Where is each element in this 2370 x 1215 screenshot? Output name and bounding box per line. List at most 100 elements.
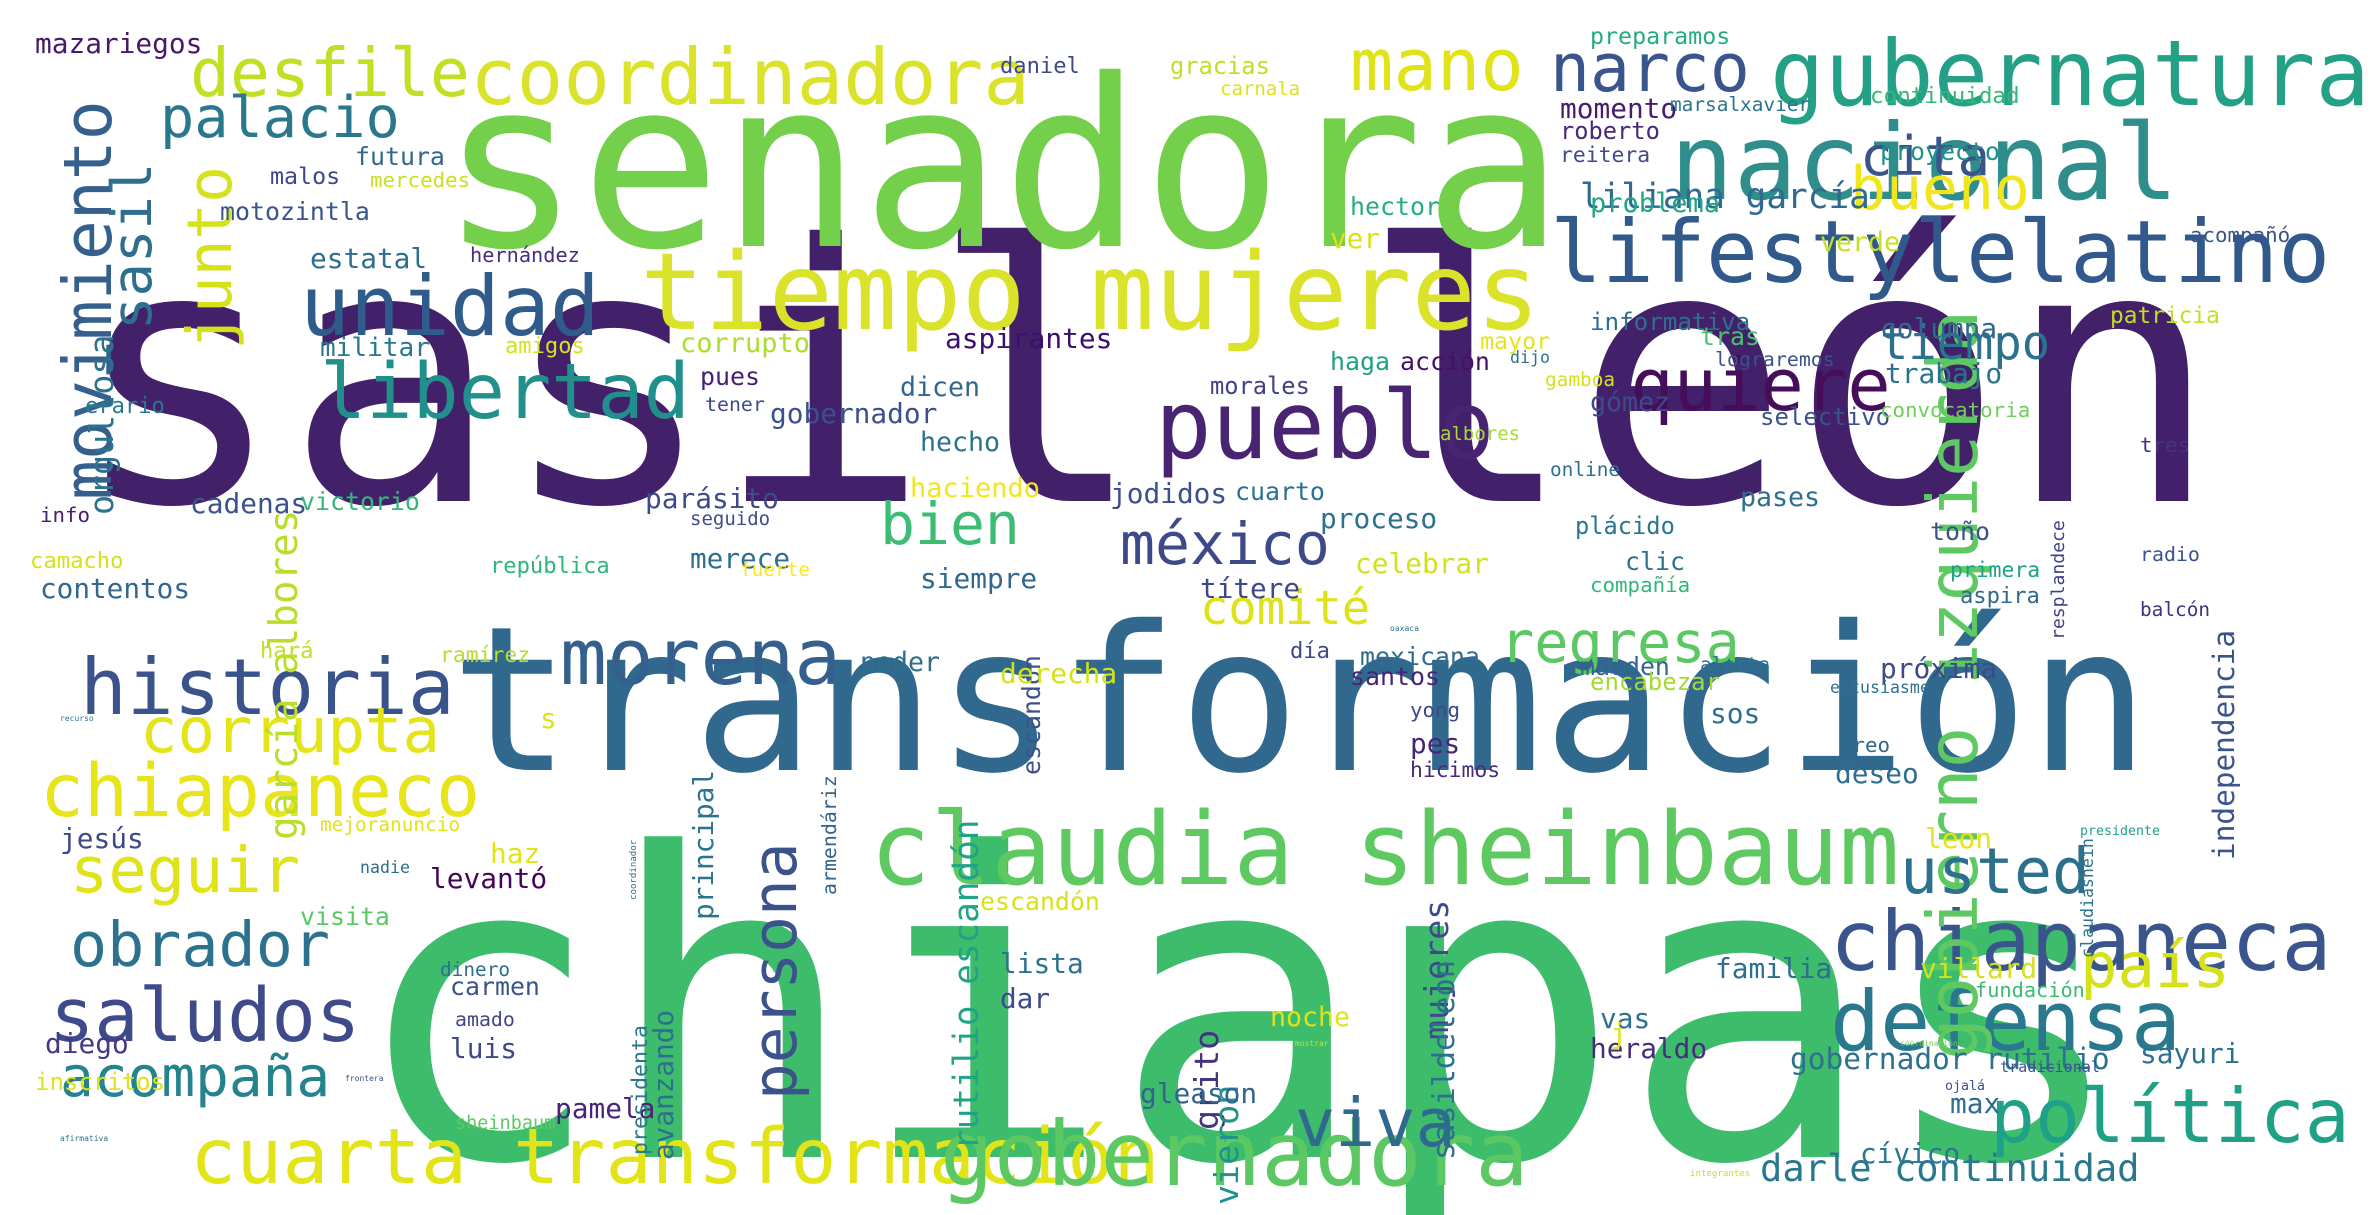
word-frontera: frontera bbox=[345, 1074, 384, 1083]
word-corrupta: corrupta bbox=[140, 694, 441, 767]
word-haz: haz bbox=[490, 837, 541, 870]
word-ramirez: ramírez bbox=[440, 643, 531, 668]
word-s: s bbox=[540, 702, 557, 735]
word-noche: noche bbox=[1270, 1002, 1351, 1033]
word-historia: historia bbox=[80, 643, 455, 733]
word-deseo: deseo bbox=[1835, 757, 1919, 790]
word-erario: erario bbox=[85, 393, 165, 419]
word-hector: hector bbox=[1350, 192, 1440, 221]
word-sheinbaum: sheinbaum bbox=[455, 1113, 556, 1134]
word-info: info bbox=[40, 503, 91, 527]
word-jodidos: jodidos bbox=[1110, 477, 1228, 510]
word-unidad: unidad bbox=[300, 258, 600, 355]
word-creo: creo bbox=[1840, 733, 1891, 757]
word-hara: hará bbox=[260, 638, 314, 664]
word-claudia-sheinbaum: claudia sheinbaum bbox=[870, 791, 1900, 908]
word-pases: pases bbox=[1740, 482, 1821, 513]
word-sayuri: sayuri bbox=[2140, 1037, 2241, 1070]
word-gobierno-izquierda: gobierno izquierda bbox=[1914, 310, 1994, 1060]
word-proceso: proceso bbox=[1320, 502, 1438, 535]
word-selectivo: selectivo bbox=[1760, 403, 1891, 431]
word-tres: tres bbox=[2140, 433, 2191, 457]
word-trabajo: trabajo bbox=[1885, 357, 2003, 390]
word-sasil: sasil bbox=[100, 162, 165, 330]
word-albores: albores bbox=[1440, 423, 1521, 445]
word-avanzando: avanzando bbox=[647, 1009, 680, 1160]
word-heraldo: heraldo bbox=[1590, 1032, 1708, 1065]
word-alerta: alerta bbox=[1700, 653, 1771, 676]
word-viva: viva bbox=[1295, 1084, 1456, 1162]
word-coordinadora: coordinadora bbox=[470, 33, 1030, 123]
word-poder: poder bbox=[860, 647, 941, 678]
word-futura: futura bbox=[355, 142, 445, 171]
word-gubernatura: gubernatura bbox=[1770, 22, 2370, 127]
word-ver: ver bbox=[1330, 222, 1381, 255]
word-patricia: patricia bbox=[2110, 303, 2220, 329]
word-armendariz: armendáriz bbox=[818, 775, 841, 895]
word-gamboa: gamboa bbox=[1545, 368, 1616, 391]
word-compania: compañía bbox=[1590, 573, 1691, 597]
word-mercedes: mercedes bbox=[370, 168, 471, 192]
word-columna: columna bbox=[1880, 312, 1998, 345]
word-palacio: palacio bbox=[160, 85, 400, 151]
word-ojala: ojalá bbox=[1945, 1079, 1986, 1094]
word-leon: leon bbox=[1925, 822, 1992, 855]
word-gobernadora: gobernadora bbox=[940, 1102, 1529, 1206]
word-junto: junto bbox=[175, 166, 246, 350]
word-morales: morales bbox=[1210, 372, 1310, 400]
word-villard: villard bbox=[1920, 952, 2038, 985]
word-estatal: estatal bbox=[310, 242, 428, 275]
word-inscritos: inscritos bbox=[35, 1068, 166, 1096]
word-carnala: carnala bbox=[1220, 78, 1301, 100]
word-levanto: levantó bbox=[430, 862, 548, 895]
word-informativa: informativa bbox=[1590, 308, 1751, 336]
word-sos: sos bbox=[1710, 697, 1761, 730]
word-hicimos: hicimos bbox=[1410, 758, 1501, 783]
word-nadie: nadie bbox=[360, 858, 410, 877]
word-cadenas: cadenas bbox=[190, 487, 308, 520]
word-pes: pes bbox=[1410, 727, 1461, 760]
word-verde: verde bbox=[1820, 227, 1901, 258]
word-haga: haga bbox=[1330, 347, 1390, 376]
word-convocatoria: convocatoria bbox=[1880, 398, 2031, 422]
word-cuarta-transformacion: cuarta transformación bbox=[190, 1113, 1160, 1202]
word-luis: luis bbox=[450, 1032, 517, 1065]
word-aspirantes: aspirantes bbox=[945, 322, 1113, 355]
word-familia: familia bbox=[1715, 952, 1833, 985]
word-encabezar: encabezar bbox=[1590, 668, 1721, 696]
word-acompana: acompaña bbox=[60, 1045, 331, 1110]
word-derecha: derecha bbox=[1000, 657, 1118, 690]
word-problema: problema bbox=[1590, 188, 1721, 219]
word-coordinacion: coordinación bbox=[1900, 1039, 1958, 1048]
word-cuarto: cuarto bbox=[1235, 477, 1325, 506]
word-mexico: méxico bbox=[1120, 510, 1330, 578]
word-amigos: amigos bbox=[505, 333, 585, 359]
word-persona: persona bbox=[740, 842, 811, 1100]
word-dar: dar bbox=[1000, 982, 1051, 1015]
word-yong: yong bbox=[1410, 698, 1461, 722]
word-lista: lista bbox=[1000, 947, 1084, 980]
word-cita: cita bbox=[1860, 125, 1991, 188]
word-gleason: gleason bbox=[1140, 1077, 1258, 1110]
word-momento: momento bbox=[1560, 92, 1678, 125]
word-dia: día bbox=[1290, 638, 1330, 664]
word-civico: cívico bbox=[1860, 1137, 1961, 1170]
word-bueno: bueno bbox=[1850, 154, 2031, 224]
word-accion: acción bbox=[1400, 347, 1490, 376]
word-dijo: dijo bbox=[1510, 348, 1550, 367]
word-integrantes: integrantes bbox=[1690, 1169, 1751, 1179]
word-resplandece: resplandece bbox=[2048, 520, 2069, 640]
word-pues: pues bbox=[700, 362, 760, 391]
word-proyecto: proyecto bbox=[1880, 137, 2000, 166]
word-max: max bbox=[1950, 1087, 2001, 1120]
word-celebrar: celebrar bbox=[1355, 547, 1489, 580]
word-tradicional: tradicional bbox=[2000, 1058, 2100, 1076]
word-fundacion: fundación bbox=[1975, 978, 2085, 1002]
word-clic: clic bbox=[1625, 547, 1685, 576]
word-radio: radio bbox=[2140, 543, 2200, 566]
word-mejoranuncio: mejoranuncio bbox=[320, 813, 461, 836]
word-online: online bbox=[1550, 458, 1621, 481]
word-camacho: camacho bbox=[30, 548, 124, 574]
word-balcon: balcón bbox=[2140, 598, 2211, 621]
